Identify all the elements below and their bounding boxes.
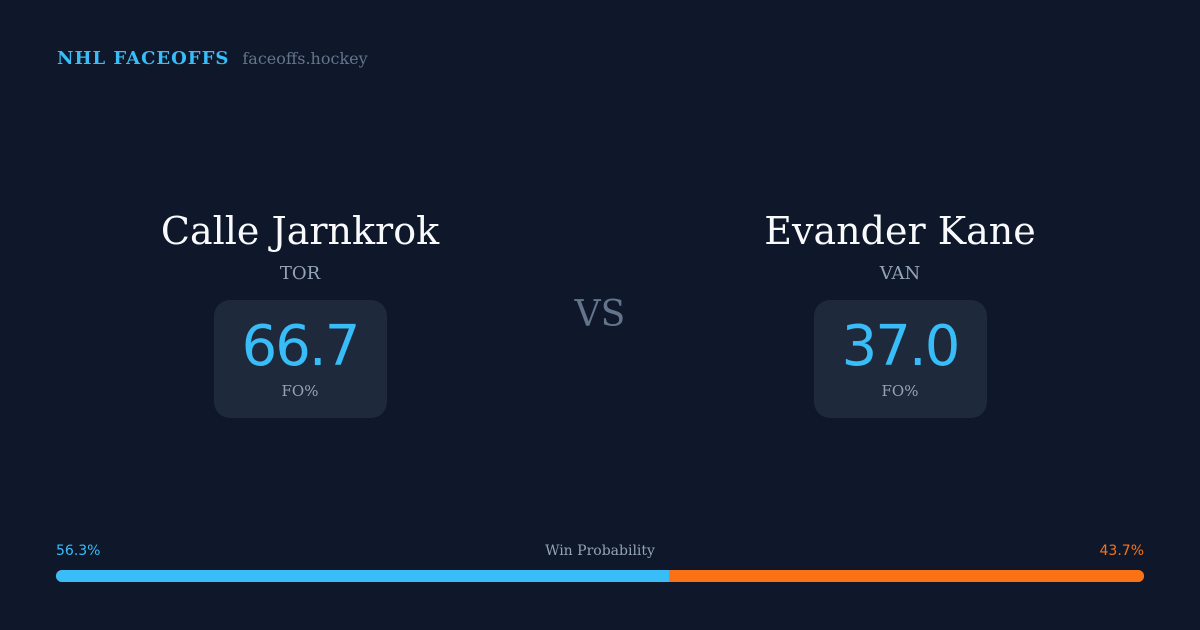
faceoff-stat-card: 37.0 FO%: [813, 300, 987, 418]
player-team: TOR: [279, 263, 321, 284]
faceoff-percentage: 37.0: [841, 314, 961, 379]
win-prob-left-fill: [56, 570, 669, 582]
player-name: Evander Kane: [764, 209, 1036, 253]
faceoff-percentage: 66.7: [241, 314, 361, 379]
brand-header: NHL FACEOFFS faceoffs.hockey: [57, 48, 368, 69]
win-prob-title: Win Probability: [545, 543, 655, 559]
win-prob-right: 43.7%: [1099, 543, 1144, 559]
player-right: Evander Kane VAN 37.0 FO%: [700, 205, 1100, 418]
versus-label: VS: [574, 294, 626, 335]
faceoff-label: FO%: [281, 382, 319, 400]
player-name: Calle Jarnkrok: [160, 209, 440, 253]
win-prob-left: 56.3%: [56, 543, 101, 559]
win-probability-bar: [56, 570, 1144, 582]
faceoff-stat-card: 66.7 FO%: [213, 300, 387, 418]
brand-url: faceoffs.hockey: [242, 49, 368, 68]
win-prob-right-fill: [668, 570, 1144, 582]
faceoff-label: FO%: [881, 382, 919, 400]
player-team: VAN: [879, 263, 921, 284]
brand-name: NHL FACEOFFS: [57, 48, 230, 69]
player-left: Calle Jarnkrok TOR 66.7 FO%: [100, 205, 500, 418]
